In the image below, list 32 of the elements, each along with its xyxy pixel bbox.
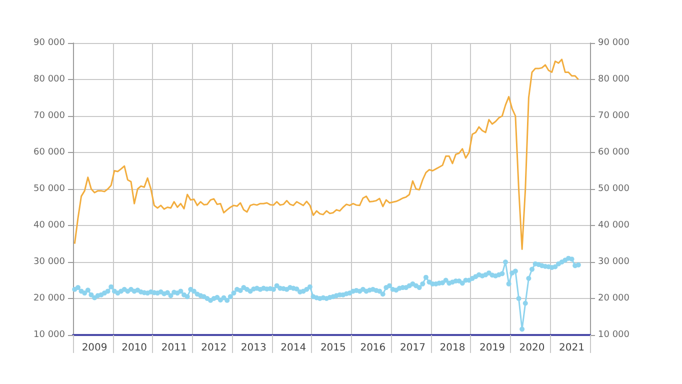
x-tick-label: 2019 [480, 342, 505, 354]
y2-tick-label: 50 000 [598, 184, 630, 194]
y2-tick-label: 20 000 [598, 294, 630, 304]
x-tick-label: 2021 [559, 342, 584, 354]
x-tick-label: 2010 [122, 342, 148, 354]
y-tick-label: 80 000 [34, 74, 66, 84]
y2-tick-label: 40 000 [598, 220, 630, 230]
y-tick-label: 40 000 [34, 220, 66, 230]
x-tick-label: 2011 [161, 342, 187, 354]
y-tick-label: 70 000 [34, 111, 66, 121]
x-tick-label: 2014 [280, 342, 306, 354]
x-tick-label: 2020 [519, 342, 545, 354]
x-tick-label: 2012 [201, 342, 227, 354]
y2-tick-label: 70 000 [598, 111, 630, 121]
y-tick-label: 60 000 [34, 148, 66, 158]
x-tick-label: 2015 [320, 342, 346, 354]
y-tick-label: 90 000 [34, 38, 66, 48]
y2-tick-label: 60 000 [598, 148, 630, 158]
y2-tick-label: 30 000 [598, 257, 630, 267]
y-tick-label: 30 000 [34, 257, 66, 267]
x-tick-label: 2017 [400, 342, 426, 354]
y-tick-label: 10 000 [34, 330, 66, 340]
y2-tick-label: 10 000 [598, 330, 630, 340]
x-tick-label: 2009 [82, 342, 108, 354]
x-tick-label: 2013 [240, 342, 266, 354]
y2-tick-label: 80 000 [598, 74, 630, 84]
y2-tick-label: 90 000 [598, 38, 630, 48]
y-tick-label: 20 000 [34, 294, 66, 304]
x-tick-label: 2018 [440, 342, 466, 354]
x-tick-label: 2016 [360, 342, 386, 354]
line-series [74, 58, 580, 250]
y-tick-label: 50 000 [34, 184, 66, 194]
